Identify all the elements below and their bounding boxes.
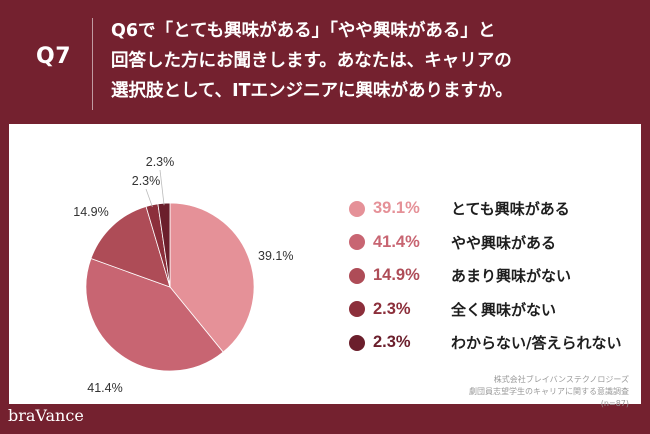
legend-swatch: [349, 200, 365, 217]
question-line: Q6で「とても興味がある」「やや興味がある」と: [111, 21, 496, 41]
chart-card: 39.1% 41.4% 14.9% 2.3% 2.3% 39.1% とても興味がある 4…: [9, 124, 641, 408]
header-bar: Q7 Q6で「とても興味がある」「やや興味がある」と 回答した方にお聞きします。…: [0, 0, 650, 124]
header-divider: [92, 18, 93, 110]
legend-label: やや興味がある: [451, 233, 557, 252]
leader-line: [159, 169, 165, 206]
brand-area: [0, 404, 120, 434]
legend-label: あまり興味がない: [451, 267, 572, 286]
legend-swatch: [349, 234, 365, 251]
legend-label: わからない/答えられない: [451, 334, 622, 353]
legend-swatch: [349, 267, 365, 284]
pie-chart: 39.1% 41.4% 14.9% 2.3% 2.3%: [73, 155, 293, 395]
question-text: Q6で「とても興味がある」「やや興味がある」と 回答した方にお聞きします。あなた…: [111, 16, 636, 106]
legend-value: 39.1%: [373, 199, 420, 218]
legend-item: 14.9% あまり興味がない: [349, 259, 639, 293]
pie-slice: [169, 202, 255, 353]
source-note: 株式会社ブレイバンステクノロジーズ 劇団員志望学生のキャリアに関する意識調査 (…: [469, 374, 629, 410]
question-line: 選択肢として、ITエンジニアに興味がありますか。: [111, 81, 513, 101]
source-sample: (n=87): [600, 399, 629, 408]
brand-logo: braVance: [8, 406, 84, 425]
legend-value: 2.3%: [373, 333, 411, 352]
legend-label: 全く興味がない: [451, 300, 557, 319]
legend-swatch: [349, 301, 365, 318]
pie-slice: [85, 258, 224, 372]
question-number: Q7: [36, 44, 72, 69]
slice-value-label: 2.3%: [132, 174, 161, 188]
legend-item: 41.4% やや興味がある: [349, 226, 639, 260]
legend-value: 14.9%: [373, 266, 420, 285]
slice-value-label: 39.1%: [258, 249, 293, 263]
legend-swatch: [349, 334, 365, 351]
legend-item: 2.3% わからない/答えられない: [349, 326, 639, 360]
chart-legend: 39.1% とても興味がある 41.4% やや興味がある 14.9% あまり興味…: [349, 192, 639, 360]
slice-value-label: 14.9%: [73, 205, 108, 219]
question-line: 回答した方にお聞きします。あなたは、キャリアの: [111, 51, 512, 71]
legend-item: 39.1% とても興味がある: [349, 192, 639, 226]
legend-value: 41.4%: [373, 232, 420, 251]
leader-line: [145, 188, 153, 208]
legend-label: とても興味がある: [451, 200, 570, 219]
legend-item: 2.3% 全く興味がない: [349, 293, 639, 327]
source-company: 株式会社ブレイバンステクノロジーズ: [493, 375, 629, 384]
legend-value: 2.3%: [373, 299, 411, 318]
source-survey: 劇団員志望学生のキャリアに関する意識調査: [469, 387, 629, 396]
slice-value-label: 41.4%: [87, 381, 122, 395]
pie-slice: [90, 205, 171, 288]
slice-value-label: 2.3%: [146, 155, 175, 169]
